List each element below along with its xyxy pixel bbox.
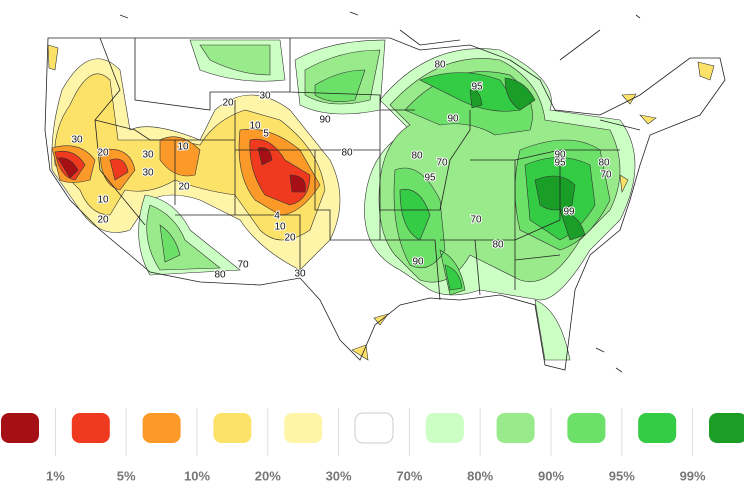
contour-label: 80 (598, 158, 610, 169)
legend-label: 10% (184, 468, 210, 483)
contour-label: 30 (294, 269, 306, 280)
contour-label: 70 (436, 158, 448, 169)
contour-label: 5 (263, 129, 269, 140)
coast-fragments (119, 11, 641, 373)
contour-label: 4 (274, 211, 280, 222)
contour-label: 80 (214, 270, 226, 281)
legend-label: 70% (396, 468, 422, 483)
contour-label: 80 (341, 148, 353, 159)
legend-swatch (638, 413, 677, 443)
contour-label: 90 (447, 114, 459, 125)
legend: 1% 5% 10% 20% 30% 70% 80% 90% 95% 99% (1, 408, 744, 483)
contour-label: 20 (222, 98, 234, 109)
contour-label: 80 (411, 151, 423, 162)
legend-label: 95% (609, 468, 635, 483)
contour-label: 70 (237, 260, 249, 271)
contour-label: 20 (178, 182, 190, 193)
contour-label: 95 (424, 173, 436, 184)
legend-swatch (142, 413, 181, 443)
contour-label: 90 (319, 115, 331, 126)
legend-label: 90% (538, 468, 564, 483)
contour-label: 99 (563, 207, 575, 218)
contour-label: 10 (274, 222, 286, 233)
legend-swatch (1, 413, 39, 443)
contour-label: 95 (554, 158, 566, 169)
contour-label: 10 (249, 121, 261, 132)
contour-label: 30 (142, 150, 154, 161)
contour-label: 95 (471, 82, 483, 93)
legend-label: 20% (255, 468, 281, 483)
region (54, 138, 311, 206)
legend-swatch (709, 413, 744, 443)
contour-label: 90 (554, 150, 566, 161)
contour-labels: 30 20 30 10 20 30 10 20 30 20 10 5 4 10 … (70, 59, 613, 282)
contour-label: 30 (259, 91, 271, 102)
legend-swatch (213, 413, 252, 443)
legend-label: 30% (326, 468, 352, 483)
contour-label: 80 (434, 60, 446, 71)
contour-label: 20 (284, 233, 296, 244)
legend-label: 80% (467, 468, 493, 483)
map-shading (47, 39, 715, 361)
contour-label: 70 (470, 215, 482, 226)
contour-label: 10 (97, 195, 109, 206)
state-lines (94, 37, 641, 301)
contour-label: 70 (600, 170, 612, 181)
contour-label: 10 (177, 142, 189, 153)
legend-label: 5% (117, 468, 136, 483)
legend-swatch (567, 413, 606, 443)
region (57, 147, 306, 193)
contour-label: 30 (71, 135, 83, 146)
legend-swatch (425, 413, 464, 443)
legend-swatch (71, 413, 110, 443)
country-outline (44, 37, 726, 371)
boundaries (44, 11, 726, 373)
legend-swatch (284, 413, 323, 443)
region (469, 77, 586, 241)
contour-label: 80 (492, 240, 504, 251)
contour-label: 20 (97, 148, 109, 159)
legend-swatch (496, 413, 535, 443)
contour-label: 20 (97, 215, 109, 226)
legend-swatch (354, 412, 394, 444)
legend-label: 99% (680, 468, 706, 483)
contour-label: 90 (412, 257, 424, 268)
contour-label: 30 (142, 168, 154, 179)
legend-label: 1% (46, 468, 65, 483)
region (47, 44, 715, 361)
